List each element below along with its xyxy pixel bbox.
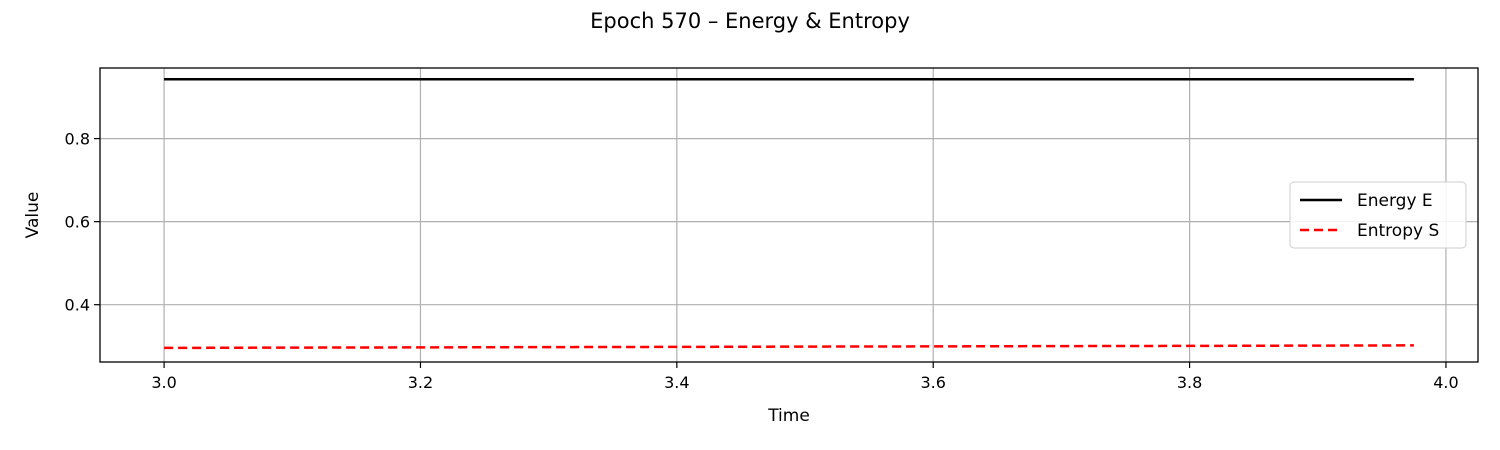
chart-title: Epoch 570 – Energy & Entropy: [590, 9, 910, 33]
entropy-series-line: [164, 344, 1414, 350]
y-axis-label: Value: [23, 192, 43, 239]
legend-label-entropy: Entropy S: [1357, 221, 1439, 241]
x-tick-label: 3.6: [920, 373, 945, 392]
series-layer: [164, 77, 1414, 350]
y-ticks: 0.4 0.6 0.8: [65, 130, 100, 315]
y-tick-label: 0.4: [65, 296, 90, 315]
x-tick-label: 3.2: [408, 373, 433, 392]
x-axis-label: Time: [767, 406, 810, 426]
x-tick-label: 3.4: [664, 373, 689, 392]
legend-box: [1289, 181, 1467, 249]
y-tick-label: 0.6: [65, 213, 90, 232]
x-tick-label: 3.0: [151, 373, 176, 392]
x-tick-label: 4.0: [1433, 373, 1458, 392]
legend-label-energy: Energy E: [1357, 191, 1433, 211]
x-tick-label: 3.8: [1177, 373, 1202, 392]
x-ticks: 3.0 3.2 3.4 3.6 3.8 4.0: [151, 362, 1459, 392]
y-tick-label: 0.8: [65, 130, 90, 149]
grid: [100, 68, 1478, 362]
legend: Energy E Entropy S: [1289, 181, 1467, 249]
plot-frame: [99, 67, 1479, 363]
